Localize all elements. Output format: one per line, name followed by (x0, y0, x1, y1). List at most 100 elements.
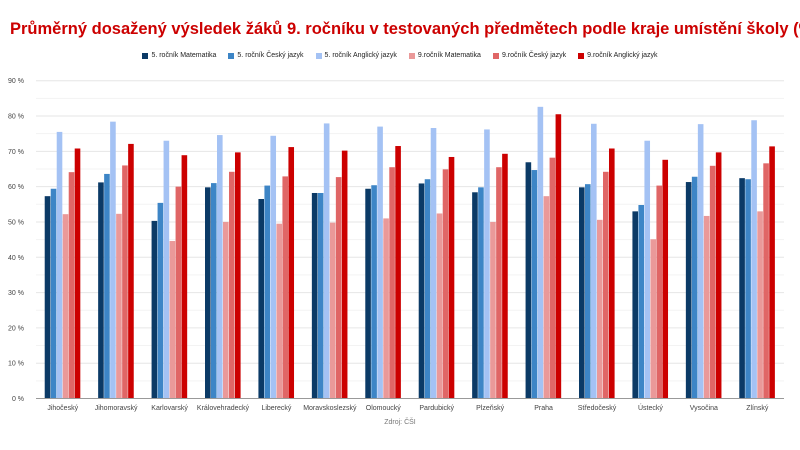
x-tick-label: Moravskoslezský (303, 405, 357, 412)
legend-item: 9.ročník Český jazyk (492, 52, 567, 59)
bar (685, 182, 692, 399)
bar (311, 192, 318, 399)
legend-label: 5. ročník Anglický jazyk (324, 52, 397, 59)
bar (365, 188, 371, 399)
bar (603, 171, 609, 399)
bar (585, 184, 591, 399)
bar (104, 173, 110, 399)
bar (377, 126, 383, 399)
bar (157, 202, 164, 399)
legend-item: 5. ročník Český jazyk (228, 52, 304, 59)
y-tick-label: 0 % (12, 396, 24, 403)
bar (543, 196, 550, 399)
bar (484, 129, 490, 399)
bar (763, 163, 769, 399)
bar (288, 147, 295, 399)
legend-label: 5. ročník Matematika (151, 52, 217, 59)
bar (395, 146, 401, 399)
bar (662, 159, 669, 399)
bar (128, 143, 134, 399)
bar (383, 218, 389, 399)
bar (50, 188, 57, 399)
bar (448, 156, 455, 399)
x-tick-label: Plzeňský (476, 405, 505, 412)
bar (270, 135, 277, 399)
bar (644, 140, 651, 399)
bar (151, 220, 158, 399)
bar (715, 152, 722, 399)
legend: 5. ročník Matematika 5. ročník Český jazy… (0, 52, 800, 59)
legend-label: 9.ročník Matematika (417, 52, 481, 59)
bar (389, 167, 395, 399)
bar (597, 219, 603, 399)
bar (62, 214, 69, 399)
y-tick-label: 90 % (8, 78, 24, 85)
y-tick-label: 20 % (8, 325, 24, 332)
chart-title: Průměrný dosažený výsledek žáků 9. roční… (10, 20, 800, 38)
bar (579, 187, 585, 399)
bar (739, 178, 745, 399)
bar (276, 223, 283, 399)
bar (424, 179, 431, 399)
bar (181, 155, 188, 399)
x-tick-label: Karlovarský (151, 405, 188, 412)
legend-item: 9.ročník Matematika (408, 52, 481, 59)
x-tick-label: Pardubický (419, 405, 454, 412)
legend-swatch (228, 52, 235, 59)
bar (537, 106, 544, 399)
bar (442, 169, 449, 399)
bar (555, 114, 562, 399)
x-tick-label: Vysočina (690, 405, 718, 412)
y-tick-label: 10 % (8, 361, 24, 368)
legend-item: 5. ročník Anglický jazyk (315, 52, 397, 59)
bar (229, 171, 235, 399)
x-tick-label: Královehradecký (197, 405, 250, 412)
bar (531, 170, 538, 399)
bar (703, 215, 710, 399)
source-label: Zdroj: ČŠI (384, 419, 416, 426)
bar (223, 221, 229, 399)
bar (317, 192, 324, 399)
bar (697, 124, 704, 399)
bar (525, 162, 532, 399)
bar (418, 183, 425, 399)
x-tick-label: Liberecký (261, 405, 291, 412)
bar (430, 128, 437, 399)
x-tick-label: Jihočeský (47, 405, 78, 412)
bar (175, 186, 182, 399)
bar (211, 183, 217, 399)
x-tick-label: Zlínský (746, 405, 769, 412)
y-tick-label: 70 % (8, 149, 24, 156)
bar (116, 213, 122, 399)
bar (757, 211, 763, 399)
bar (691, 176, 698, 399)
bar (632, 211, 639, 399)
bar (98, 182, 104, 399)
legend-swatch (492, 52, 499, 59)
bar (609, 148, 615, 399)
legend-label: 5. ročník Český jazyk (237, 52, 304, 59)
bar (745, 179, 751, 399)
bar (335, 177, 342, 399)
bar (751, 120, 757, 399)
bar (74, 148, 81, 399)
legend-label: 9.ročník Český jazyk (501, 52, 567, 59)
y-tick-label: 60 % (8, 184, 24, 191)
y-tick-label: 80 % (8, 114, 24, 121)
bar (282, 176, 289, 399)
bar (169, 241, 176, 399)
bar (341, 150, 348, 399)
y-tick-label: 50 % (8, 219, 24, 226)
bar (656, 185, 663, 399)
bar (264, 185, 271, 399)
y-tick-label: 40 % (8, 255, 24, 262)
bar (205, 187, 211, 399)
legend-swatch (578, 52, 585, 59)
y-tick-label: 30 % (8, 290, 24, 297)
bar (769, 146, 775, 399)
bar (472, 192, 478, 399)
x-tick-label: Ústecký (638, 403, 663, 412)
bar (502, 153, 508, 399)
bar (217, 135, 223, 399)
x-tick-label: Jihomoravský (95, 405, 138, 412)
